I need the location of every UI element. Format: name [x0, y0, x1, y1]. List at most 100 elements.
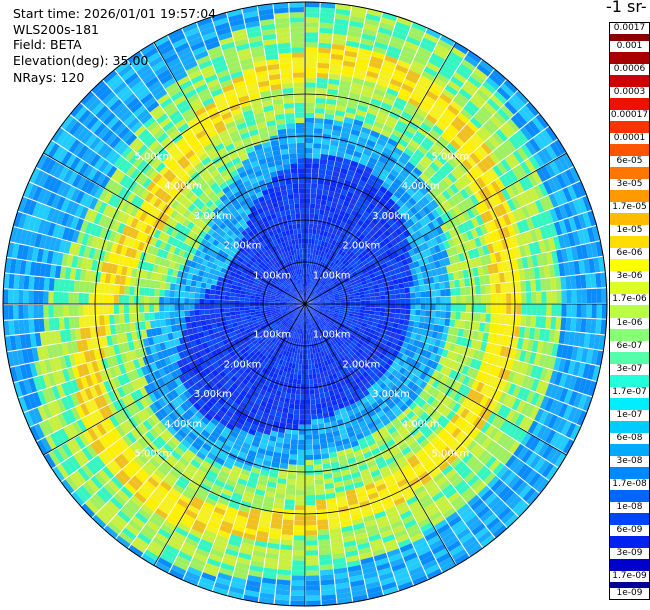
- ppi-range-gate: [355, 306, 361, 310]
- ppi-range-gate: [422, 365, 431, 375]
- ppi-range-gate: [320, 148, 329, 155]
- ppi-range-gate: [439, 527, 454, 539]
- ppi-range-gate: [390, 465, 401, 475]
- ppi-range-gate: [224, 511, 237, 520]
- ppi-range-gate: [351, 284, 358, 289]
- ppi-range-gate: [387, 460, 399, 470]
- ppi-range-gate: [405, 125, 417, 135]
- ppi-range-gate: [429, 283, 436, 291]
- ppi-range-gate: [443, 200, 453, 211]
- ppi-range-gate: [456, 202, 466, 213]
- ppi-range-gate: [338, 339, 345, 346]
- ppi-range-gate: [297, 318, 301, 324]
- ppi-range-gate: [396, 173, 406, 183]
- ppi-range-gate: [475, 214, 485, 226]
- ppi-range-gate: [366, 585, 382, 595]
- ppi-range-gate: [565, 422, 577, 438]
- ppi-range-gate: [368, 409, 377, 418]
- ppi-range-gate: [545, 316, 552, 329]
- ppi-range-gate: [313, 353, 317, 359]
- ppi-range-gate: [357, 262, 364, 269]
- ppi-range-gate: [455, 311, 461, 320]
- ppi-range-gate: [403, 319, 410, 326]
- ppi-range-gate: [343, 290, 349, 294]
- ppi-range-gate: [435, 476, 448, 487]
- ppi-range-gate: [402, 276, 409, 283]
- ppi-range-gate: [331, 383, 338, 391]
- ppi-range-gate: [498, 392, 508, 404]
- ppi-range-gate: [221, 558, 236, 567]
- ppi-range-gate: [482, 352, 490, 363]
- ppi-range-gate: [373, 284, 379, 290]
- ppi-range-gate: [355, 432, 365, 441]
- ppi-range-gate: [319, 340, 324, 347]
- ppi-range-gate: [264, 562, 278, 570]
- ppi-range-gate: [371, 447, 381, 456]
- ppi-range-gate: [344, 195, 352, 203]
- ppi-range-gate: [305, 500, 316, 506]
- ppi-range-gate: [327, 260, 333, 266]
- ppi-range-gate: [311, 333, 315, 339]
- ppi-range-gate: [320, 153, 329, 160]
- ppi-range-gate: [318, 256, 323, 262]
- ppi-range-gate: [245, 486, 256, 494]
- ppi-range-gate: [521, 105, 536, 120]
- ppi-range-gate: [511, 337, 519, 349]
- ppi-range-gate: [505, 185, 516, 199]
- ppi-range-gate: [269, 409, 277, 416]
- ppi-range-gate: [299, 419, 305, 425]
- ppi-range-gate: [322, 282, 328, 288]
- ppi-range-gate: [379, 291, 386, 296]
- ppi-range-gate: [569, 166, 581, 183]
- ppi-range-gate: [301, 308, 304, 314]
- ppi-range-gate: [346, 283, 352, 288]
- ppi-range-gate: [360, 300, 366, 304]
- ppi-range-gate: [380, 374, 388, 383]
- ppi-range-gate: [332, 430, 341, 437]
- ppi-range-gate: [305, 147, 313, 154]
- ppi-range-gate: [235, 482, 246, 491]
- ppi-range-gate: [320, 12, 335, 19]
- ppi-range-gate: [305, 454, 314, 461]
- ppi-range-gate: [521, 219, 530, 232]
- ppi-range-gate: [305, 464, 314, 471]
- ppi-range-gate: [306, 308, 310, 314]
- ppi-range-gate: [525, 203, 535, 217]
- ppi-range-gate: [340, 345, 346, 351]
- ppi-range-gate: [554, 139, 566, 155]
- ppi-range-gate: [453, 180, 464, 192]
- ppi-range-gate: [434, 339, 442, 348]
- ppi-range-gate: [352, 594, 368, 603]
- ppi-range-gate: [365, 307, 371, 311]
- ppi-range-gate: [312, 275, 316, 281]
- ppi-range-gate: [301, 329, 304, 335]
- ppi-range-gate: [511, 196, 521, 210]
- ppi-range-gate: [308, 284, 312, 290]
- ppi-range-gate: [446, 410, 456, 421]
- ppi-range-gate: [500, 159, 512, 172]
- ppi-range-gate: [406, 561, 422, 572]
- ppi-range-gate: [430, 398, 440, 409]
- ppi-range-gate: [307, 323, 309, 330]
- ppi-range-gate: [343, 442, 352, 450]
- ppi-range-gate: [460, 261, 468, 270]
- ppi-range-gate: [423, 224, 432, 234]
- ppi-range-gate: [348, 92, 361, 100]
- ppi-range-gate: [373, 164, 383, 173]
- ppi-range-gate: [514, 246, 522, 259]
- ppi-range-gate: [503, 325, 511, 336]
- ppi-range-gate: [537, 442, 550, 457]
- ppi-range-gate: [398, 383, 407, 392]
- ppi-range-gate: [360, 468, 370, 477]
- ppi-range-gate: [457, 394, 467, 405]
- ppi-range-gate: [571, 346, 579, 361]
- ppi-range-gate: [501, 188, 511, 201]
- ppi-range-gate: [326, 232, 332, 239]
- ppi-range-gate: [371, 501, 383, 510]
- ppi-range-gate: [402, 514, 415, 525]
- ppi-range-gate: [277, 385, 283, 392]
- ppi-range-gate: [516, 207, 526, 221]
- ppi-range-gate: [570, 246, 579, 261]
- ppi-range-gate: [301, 364, 305, 370]
- ppi-range-gate: [363, 401, 371, 409]
